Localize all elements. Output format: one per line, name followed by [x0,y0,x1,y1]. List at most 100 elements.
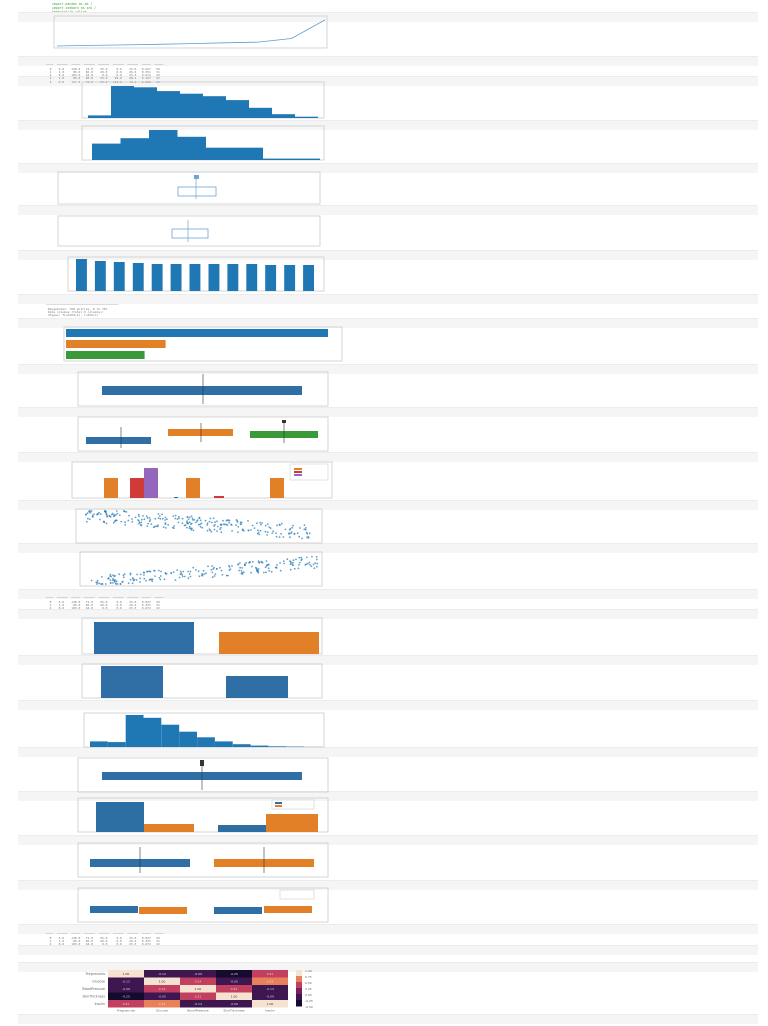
scatter-point [111,514,113,516]
scatter-point [265,531,267,533]
scatter-point [271,571,273,573]
boxplot-chart [46,170,326,208]
scatter-point [158,513,160,515]
scatter-point [165,523,167,525]
scatter-point [254,527,256,529]
heatmap-row-label: Glucose [92,980,105,984]
scatter-point [178,516,180,518]
scatter-point [222,574,224,576]
scatter-point [241,572,243,574]
scatter-point [268,567,270,569]
code-cell[interactable] [18,945,758,955]
scatter-point [161,513,163,515]
scatter-point [222,520,224,522]
scatter-point [112,578,114,580]
scatter-point [292,565,294,567]
boxplot-chart [46,214,326,250]
scatter-point [214,575,216,577]
scatter-point [191,523,193,525]
histogram-chart [46,80,326,122]
scatter-point [290,569,292,571]
scatter-point [261,522,263,524]
scatter-point [195,522,197,524]
bar [270,478,284,498]
scatter-point [143,574,145,576]
bar-chart [46,662,326,702]
scatter-point [158,517,160,519]
dataframe-output: ────────────────────────────────────────… [46,301,118,317]
scatter-point [178,522,180,524]
scatter-point [195,569,197,571]
scatter-point [102,583,104,585]
scatter-point [239,567,241,569]
scatter-point [201,527,203,529]
scatter-point [205,520,207,522]
scatter-point [128,582,130,584]
bar [171,264,182,291]
heatmap-value: 1.00 [159,980,166,984]
scatter-point [160,579,162,581]
scatter-point [165,527,167,529]
scatter-point [109,515,111,517]
scatter-point [85,513,87,515]
bar [144,718,162,747]
scatter-point [295,559,297,561]
scatter-point [109,579,111,581]
scatter-point [279,524,281,526]
scatter-point [151,523,153,525]
bar [126,715,144,747]
scatter-point [245,562,247,564]
bar [179,732,197,747]
scatter-point [153,526,155,528]
scatter-point [219,528,221,530]
heatmap-row-label: BloodPressure [82,987,105,991]
scatter-point [299,562,301,564]
scatter-point [179,577,181,579]
colorbar-segment [296,994,302,1001]
scatter-point [213,517,215,519]
scatter-point [140,525,142,527]
bar [209,264,220,291]
heatmap-value: -0.09 [230,1002,238,1006]
scatter-point [258,568,260,570]
scatter-point [260,530,262,532]
heatmap-value: -0.14 [266,987,274,991]
scatter-point [149,517,151,519]
scatter-point [286,558,288,560]
notebook-header: import pandas as pd / import seaborn as … [52,2,100,10]
colorbar-tick: -0.25 [305,999,313,1003]
scatter-point [257,572,259,574]
scatter-point [140,574,142,576]
heatmap-row-label: SkinThickness [82,995,105,999]
scatter-point [275,532,277,534]
scatter-point [237,563,239,565]
bar [92,144,121,160]
scatter-point [119,583,121,585]
scatter-point [313,564,315,566]
scatter-point [314,562,316,564]
bar [108,742,126,747]
scatter-point [186,527,188,529]
scatter-point [305,527,307,529]
scatter-point [291,527,293,529]
scatter-point [138,515,140,517]
scatter-point [112,579,114,581]
bar-chart [46,616,326,658]
scatter-point [211,565,213,567]
scatter-point [187,523,189,525]
scatter-point [279,562,281,564]
scatter-point [172,527,174,529]
scatter-point [115,519,117,521]
scatter-point [104,511,106,513]
scatter-point [283,536,285,538]
scatter-point [316,566,318,568]
scatter-point [146,525,148,527]
heatmap-col-label: Pregnancies [117,1009,136,1013]
scatter-point [200,519,202,521]
scatter-point [214,529,216,531]
scatter-point [139,581,141,583]
bar [76,259,87,291]
boxplot-chart [46,756,331,796]
scatter-point [157,526,159,528]
